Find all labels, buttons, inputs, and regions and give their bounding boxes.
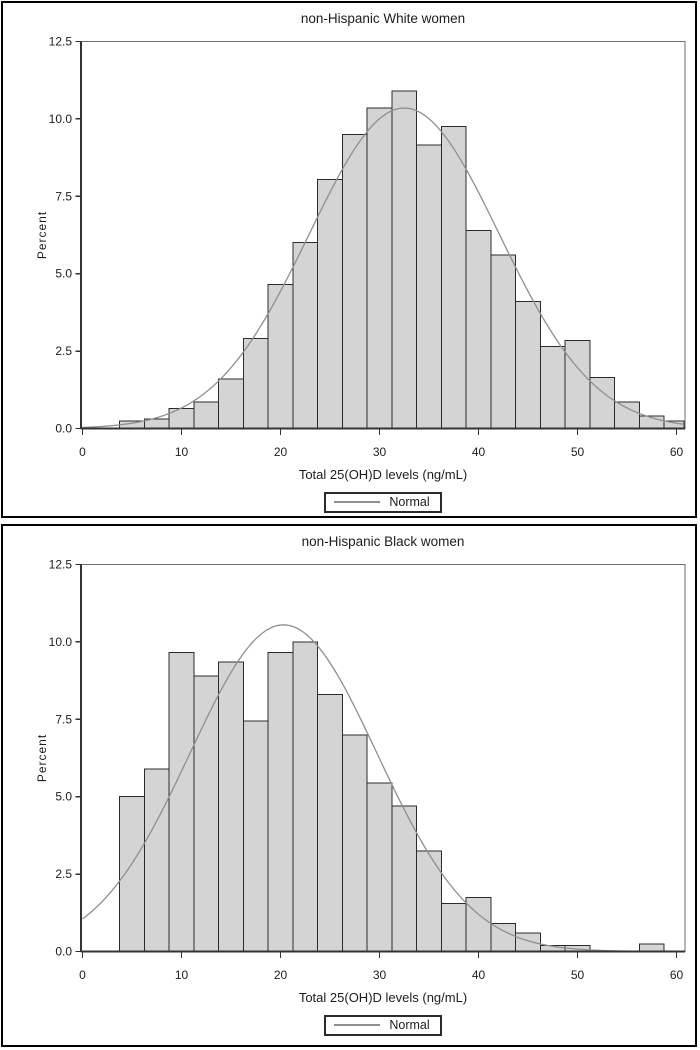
- histogram-bar: [391, 90, 418, 429]
- histogram-bar: [242, 338, 269, 430]
- x-tick-label: 40: [472, 445, 486, 459]
- normal-curve: [82, 624, 684, 953]
- y-tick-label: 2.5: [55, 344, 72, 358]
- y-axis-label: Percent: [35, 210, 49, 260]
- x-tick-label: 10: [175, 445, 189, 459]
- chart-panel-black-women: 0.0 2.5 5.0 7.5 10.0 12.5 0 10 20 30 40 50 60 non-Hi…: [1, 524, 697, 1047]
- histogram-bar: [341, 734, 368, 952]
- histogram-bar: [515, 301, 541, 430]
- x-tick-label: 30: [373, 445, 387, 459]
- x-axis-label: Total 25(OH)D levels (ng/mL): [298, 990, 468, 1005]
- histogram-bar: [490, 254, 517, 429]
- x-tick-label: 20: [274, 445, 288, 459]
- y-tick-label: 5.0: [55, 790, 72, 804]
- histogram-bar: [341, 133, 368, 429]
- histogram-bar: [292, 242, 319, 429]
- histogram-bar: [119, 796, 145, 953]
- x-tick-label: 50: [571, 445, 585, 459]
- histogram-bar: [465, 896, 492, 952]
- legend: Normal: [81, 492, 685, 513]
- histogram-bar: [317, 694, 343, 952]
- x-tick-label: 0: [79, 968, 86, 982]
- normal-curve-swatch: [334, 1024, 381, 1026]
- x-tick-label: 10: [175, 968, 189, 982]
- histogram-bar: [539, 346, 566, 429]
- x-tick-label: 60: [670, 445, 684, 459]
- histogram-bar: [317, 178, 343, 429]
- histogram-bar: [143, 768, 170, 952]
- histogram-bar: [218, 661, 244, 952]
- histogram-bar: [416, 144, 442, 429]
- chart-title: non-Hispanic White women: [300, 11, 466, 26]
- histogram-bar: [440, 126, 467, 429]
- histogram-bar: [638, 943, 665, 952]
- histogram-bar: [193, 675, 220, 952]
- histogram-bar: [465, 229, 492, 429]
- normal-curve: [82, 107, 685, 429]
- histogram-plot-white-women: 0.0 2.5 5.0 7.5 10.0 12.5 0 10 20 30 40 50 60: [49, 35, 686, 459]
- y-tick-label: 12.5: [49, 558, 73, 572]
- x-tick-label: 30: [373, 968, 387, 982]
- x-tick-label: 40: [472, 968, 486, 982]
- histogram-bar: [440, 903, 467, 952]
- x-tick-label: 60: [670, 968, 684, 982]
- histogram-bar: [366, 107, 393, 429]
- legend-label: Normal: [389, 1018, 430, 1032]
- y-tick-label: 2.5: [55, 867, 72, 881]
- histogram-bar: [242, 720, 269, 952]
- x-tick-label: 20: [274, 968, 288, 982]
- bars-group: [119, 90, 685, 430]
- histogram-bar: [416, 850, 442, 952]
- y-tick-label: 10.0: [49, 635, 73, 649]
- y-tick-label: 0.0: [55, 945, 72, 959]
- y-tick-label: 0.0: [55, 422, 72, 436]
- histogram-bar: [614, 401, 640, 430]
- histogram-bar: [589, 376, 616, 429]
- histogram-bar: [193, 401, 220, 430]
- histogram-bar: [218, 378, 244, 429]
- x-tick-label: 50: [571, 968, 585, 982]
- chart-title: non-Hispanic Black women: [301, 534, 465, 549]
- y-tick-label: 7.5: [55, 712, 72, 726]
- histogram-bar: [515, 932, 541, 952]
- legend-box: Normal: [324, 492, 442, 513]
- y-tick-label: 5.0: [55, 267, 72, 281]
- y-axis-label: Percent: [35, 733, 49, 783]
- histogram-plot-black-women: 0.0 2.5 5.0 7.5 10.0 12.5 0 10 20 30 40 50 60: [49, 558, 686, 982]
- legend-label: Normal: [389, 495, 430, 509]
- histogram-bar: [292, 641, 319, 953]
- x-tick-label: 0: [79, 445, 86, 459]
- x-axis-label: Total 25(OH)D levels (ng/mL): [298, 467, 468, 482]
- y-tick-label: 10.0: [49, 112, 73, 126]
- bars-group: [119, 641, 665, 953]
- histogram-bar: [267, 652, 294, 952]
- normal-curve-swatch: [334, 501, 381, 503]
- chart-panel-white-women: 0.0 2.5 5.0 7.5 10.0 12.5 0 10 20 30 40 50 60 non-Hi…: [1, 1, 697, 518]
- histogram-bar: [391, 805, 418, 952]
- histogram-bar: [490, 923, 517, 953]
- histogram-bar: [366, 782, 393, 952]
- y-tick-label: 12.5: [49, 35, 73, 49]
- histogram-bar: [168, 652, 195, 952]
- legend-box: Normal: [324, 1015, 442, 1036]
- y-tick-label: 7.5: [55, 189, 72, 203]
- histogram-bar: [564, 339, 591, 429]
- legend: Normal: [81, 1015, 685, 1036]
